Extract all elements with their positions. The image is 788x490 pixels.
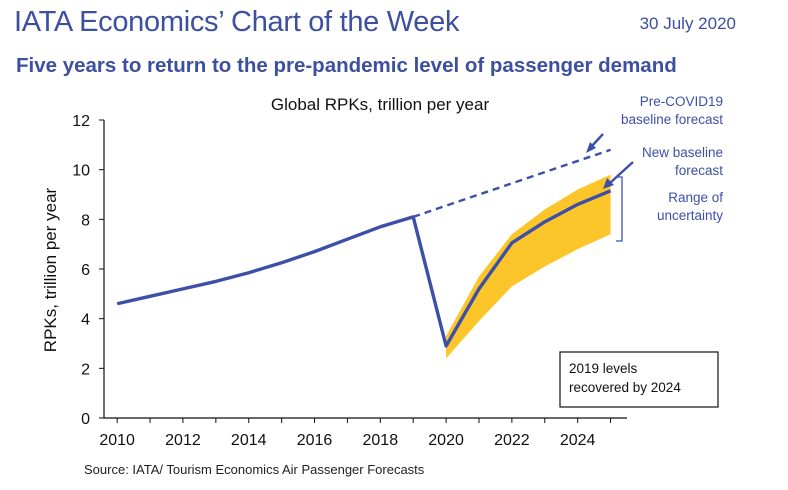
uncertainty-bracket [616,176,623,242]
y-tick-label: 8 [81,212,90,229]
chart-title: Global RPKs, trillion per year [271,95,490,114]
page-title: IATA Economics’ Chart of the Week [14,6,460,38]
x-tick-label: 2020 [428,432,464,449]
y-tick-label: 4 [81,312,90,329]
arrow-new-baseline [609,161,634,184]
annotation-pre-covid-line2: baseline forecast [621,112,723,127]
uncertainty-band [446,174,611,359]
plot-area: 0 2 4 6 8 10 12 2010 2012 2014 2016 2018 2020 2022 202… [72,113,627,449]
source-note: Source: IATA/ Tourism Economics Air Pass… [84,462,425,477]
series-line-rpk [116,189,612,348]
arrow-new-baseline-head [603,178,614,189]
x-tick-label: 2010 [99,432,135,449]
y-axis-label: RPKs, trillion per year [41,187,60,352]
arrow-pre-covid [590,133,604,148]
page-subtitle: Five years to return to the pre-pandemic… [16,54,677,77]
x-tick-label: 2024 [560,432,596,449]
annotation-new-baseline-line1: New baseline [642,145,723,160]
y-tick-label: 0 [81,411,90,428]
annotation-range-line2: uncertainty [657,208,723,223]
x-tick-label: 2018 [363,432,399,449]
x-tick-label: 2012 [165,432,201,449]
recovery-box-line1: 2019 levels [569,361,638,376]
recovery-box-line2: recovered by 2024 [569,380,681,395]
x-tick-label: 2022 [494,432,530,449]
chart-date: 30 July 2020 [639,14,736,33]
y-tick-label: 2 [81,361,90,378]
series-line-pre-covid-baseline [412,148,611,218]
arrow-pre-covid-head [586,142,596,153]
x-tick-label: 2014 [231,432,267,449]
x-tick-label: 2016 [297,432,333,449]
annotation-pre-covid-line1: Pre-COVID19 [640,94,723,109]
annotation-new-baseline-line2: forecast [675,163,723,178]
y-tick-label: 6 [81,262,90,279]
y-tick-label: 10 [72,163,90,180]
y-tick-label: 12 [72,113,90,130]
recovery-box [559,351,719,408]
annotation-range-line1: Range of [668,190,723,205]
